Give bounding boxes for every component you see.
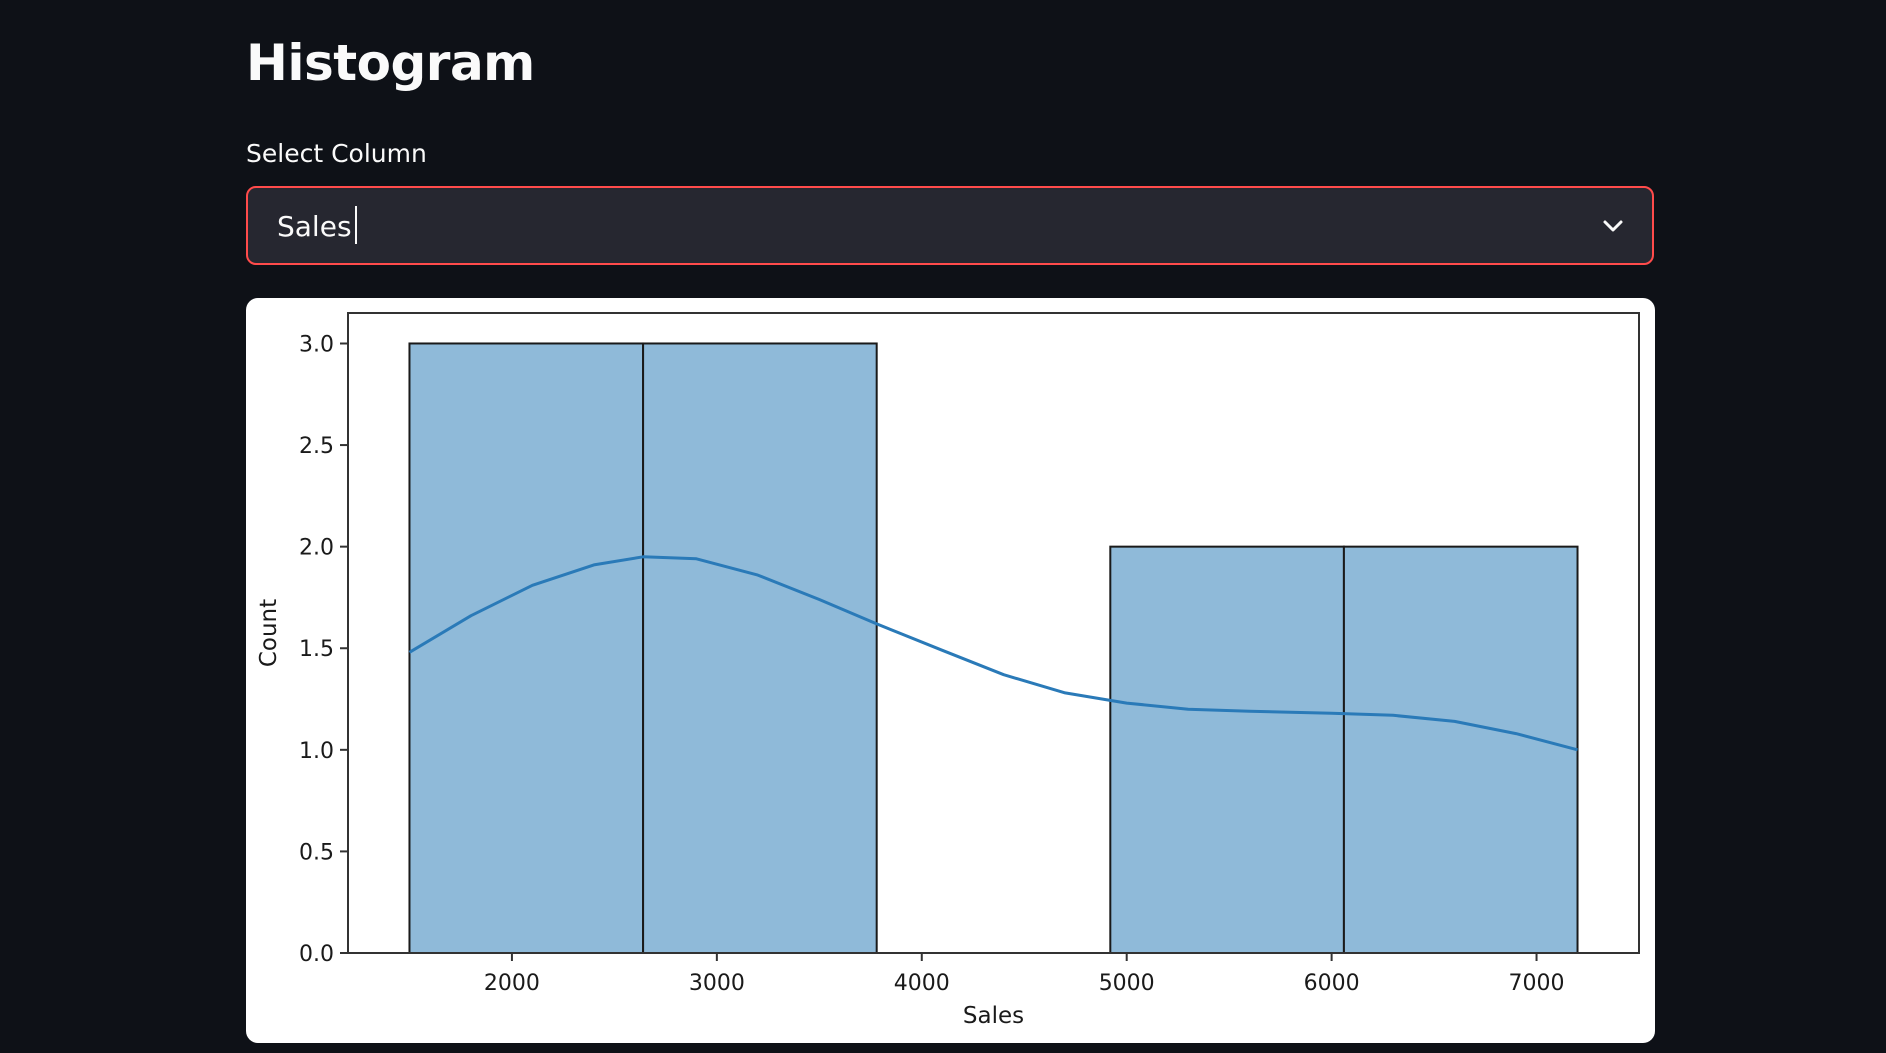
bars-layer [408,342,1579,954]
y-tick-label: 1.5 [299,637,334,662]
select-value-text: Sales [277,210,352,243]
x-tick-label: 6000 [1304,971,1360,996]
plot-frame [347,312,1640,954]
y-axis-label: Count [256,599,282,667]
kde-line [408,555,1578,752]
chevron-down-icon[interactable] [1600,213,1626,239]
select-column-value[interactable]: Sales [277,206,357,247]
y-ticks: 0.0 0.5 1.0 1.5 2.0 2.5 3.0 [299,332,348,967]
y-tick-label: 2.5 [299,434,334,459]
x-tick-label: 7000 [1509,971,1565,996]
y-tick-label: 3.0 [299,332,334,357]
histogram-chart: 0.0 0.5 1.0 1.5 2.0 2.5 3.0 2000 3000 4000 5000 60… [256,312,1640,1029]
y-tick-label: 1.0 [299,739,334,764]
x-ticks: 2000 3000 4000 5000 6000 7000 [484,953,1565,996]
x-tick-label: 5000 [1099,971,1155,996]
y-tick-label: 0.5 [299,840,334,865]
histogram-bar [642,342,878,954]
histogram-bar [1109,545,1345,954]
histogram-bar [408,342,645,954]
y-tick-label: 0.0 [299,942,334,967]
histogram-bar [1342,545,1579,954]
x-axis-label: Sales [963,1003,1024,1029]
select-column-dropdown[interactable]: Sales [246,186,1654,265]
select-column-label: Select Column [246,139,427,168]
y-tick-label: 2.0 [299,536,334,561]
x-tick-label: 4000 [894,971,950,996]
x-tick-label: 2000 [484,971,540,996]
page-title: Histogram [246,34,535,92]
histogram-chart-card: 0.0 0.5 1.0 1.5 2.0 2.5 3.0 2000 3000 4000 5000 60… [246,298,1655,1043]
text-cursor [354,206,357,244]
x-tick-label: 3000 [689,971,745,996]
